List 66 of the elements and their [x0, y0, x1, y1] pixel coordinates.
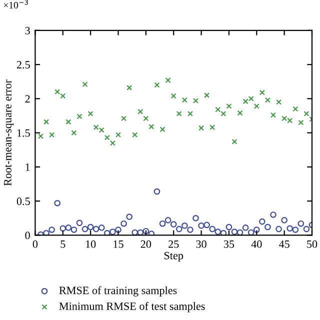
y-tick-label: 2 — [25, 95, 30, 103]
point — [204, 92, 210, 98]
legend-label: RMSE of training samples — [59, 286, 177, 296]
x-tick-label: 5 — [60, 240, 66, 248]
point — [160, 126, 166, 132]
point — [104, 134, 110, 140]
point — [38, 133, 44, 139]
point — [76, 114, 82, 120]
y-tick-label: 0.5 — [16, 198, 30, 206]
point — [237, 110, 243, 116]
point — [44, 119, 50, 125]
point — [187, 110, 193, 116]
point — [88, 110, 94, 116]
point — [148, 124, 154, 130]
point — [154, 82, 160, 88]
x-tick-label: 45 — [278, 240, 290, 248]
point — [54, 89, 60, 95]
point — [198, 125, 204, 131]
x-tick-label: 0 — [32, 240, 38, 248]
point — [182, 97, 188, 103]
point — [115, 132, 121, 138]
point — [126, 84, 132, 90]
point — [232, 138, 238, 144]
y-tick-label: 2.5 — [16, 61, 30, 69]
point — [176, 110, 182, 116]
point — [138, 108, 144, 114]
point — [220, 110, 226, 116]
point — [110, 140, 116, 146]
x-axis-title: Step — [164, 252, 184, 262]
point — [82, 82, 88, 88]
x-tick-label: 40 — [251, 240, 262, 248]
y-tick-label: 1 — [26, 163, 30, 171]
text: ×10$^{−3}$ — [4, 0, 28, 8]
point — [276, 99, 282, 105]
point — [292, 106, 298, 112]
point — [254, 103, 260, 109]
x-tick-label: 25 — [168, 240, 179, 248]
x-tick-label: 20 — [140, 240, 152, 248]
point — [143, 116, 149, 122]
point — [60, 93, 66, 99]
point — [259, 90, 265, 96]
point — [210, 124, 216, 130]
point — [165, 77, 171, 83]
x-tick-label: 10 — [86, 240, 96, 248]
point — [132, 132, 138, 138]
point — [121, 116, 127, 122]
x-tick-label: 35 — [224, 240, 234, 248]
point — [192, 98, 198, 104]
point — [71, 130, 77, 136]
point — [270, 112, 276, 118]
point — [264, 97, 270, 103]
y-tick-label: 1.5 — [17, 129, 30, 137]
point — [226, 103, 232, 109]
legend-label: Minimum RMSE of test samples — [59, 302, 205, 312]
y-tick-label: 3 — [25, 26, 30, 34]
point — [170, 93, 176, 99]
x-tick-label: 30 — [196, 240, 206, 248]
point — [66, 119, 72, 125]
point — [298, 120, 304, 126]
point — [49, 132, 55, 138]
x-tick-label: 15 — [114, 240, 124, 248]
y-tick-label: 0 — [25, 232, 30, 240]
point — [304, 110, 310, 116]
x-tick-label: 50 — [307, 240, 318, 248]
y-axis-title: Root-mean-square error — [4, 80, 14, 186]
point — [215, 106, 221, 112]
